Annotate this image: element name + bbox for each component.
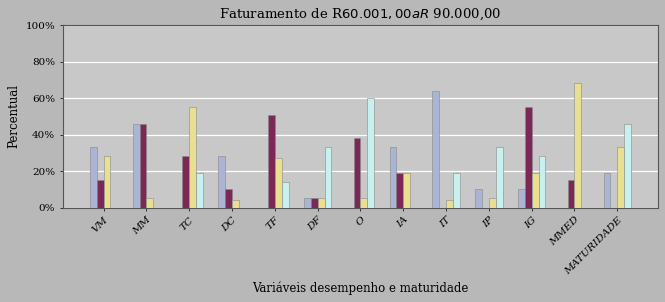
Bar — [518, 189, 525, 207]
Bar — [617, 147, 624, 207]
Bar — [489, 198, 495, 207]
Bar — [539, 156, 545, 207]
Bar — [475, 189, 482, 207]
Bar — [275, 158, 282, 207]
Bar — [268, 114, 275, 207]
Bar — [532, 173, 539, 207]
Bar — [190, 107, 196, 207]
Bar — [140, 124, 146, 207]
X-axis label: Variáveis desempenho e maturidade: Variáveis desempenho e maturidade — [252, 281, 469, 295]
Bar — [446, 200, 453, 207]
Bar — [97, 180, 104, 207]
Bar — [354, 138, 360, 207]
Bar — [282, 182, 289, 207]
Bar — [90, 147, 97, 207]
Bar — [104, 156, 110, 207]
Bar — [604, 173, 610, 207]
Bar — [311, 198, 318, 207]
Bar — [568, 180, 575, 207]
Bar — [304, 198, 311, 207]
Bar — [146, 198, 154, 207]
Bar — [367, 98, 374, 207]
Bar — [360, 198, 367, 207]
Bar — [182, 156, 190, 207]
Title: Faturamento de R$ 60.001,00 a R$ 90.000,00: Faturamento de R$ 60.001,00 a R$ 90.000,… — [219, 7, 501, 22]
Bar — [396, 173, 403, 207]
Bar — [196, 173, 203, 207]
Y-axis label: Percentual: Percentual — [7, 84, 20, 148]
Bar — [403, 173, 410, 207]
Bar — [495, 147, 503, 207]
Bar — [432, 91, 440, 207]
Bar — [325, 147, 331, 207]
Bar — [390, 147, 396, 207]
Bar — [525, 107, 532, 207]
Bar — [453, 173, 460, 207]
Bar — [318, 198, 325, 207]
Bar — [133, 124, 140, 207]
Bar — [218, 156, 225, 207]
Bar — [225, 189, 232, 207]
Bar — [575, 83, 581, 207]
Bar — [624, 124, 631, 207]
Bar — [232, 200, 239, 207]
